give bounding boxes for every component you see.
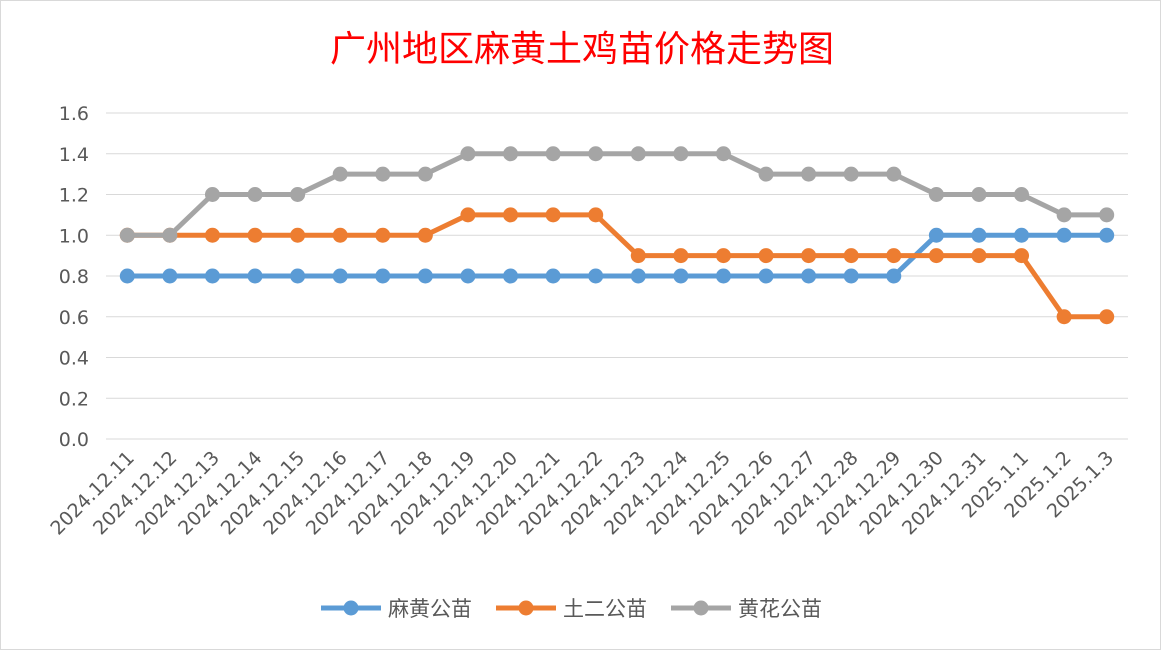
chart-title: 广州地区麻黄土鸡苗价格走势图 [330, 29, 834, 70]
data-point [588, 146, 604, 162]
data-point [758, 268, 774, 284]
series-3 [119, 146, 1115, 243]
y-tick-label: 1.6 [59, 103, 89, 125]
data-point [503, 207, 519, 223]
data-point [1014, 227, 1030, 243]
data-point [204, 187, 220, 202]
legend-label: 麻黄公苗 [388, 597, 472, 621]
data-point [247, 187, 263, 202]
y-tick-label: 0.0 [59, 429, 89, 451]
data-point [290, 268, 306, 284]
data-point [290, 227, 306, 243]
data-point [290, 187, 306, 202]
y-tick-label: 0.2 [59, 388, 89, 410]
legend-label: 黄花公苗 [738, 597, 822, 621]
x-axis-ticks: 2024.12.112024.12.122024.12.132024.12.14… [46, 447, 1118, 539]
data-point [1056, 207, 1072, 223]
data-point [545, 146, 561, 162]
legend-item: 黄花公苗 [671, 597, 822, 621]
data-point [630, 146, 646, 162]
data-point [545, 207, 561, 223]
data-point [332, 227, 348, 243]
series-line [124, 212, 1110, 320]
data-point [375, 268, 391, 284]
data-point [545, 268, 561, 284]
data-point [715, 268, 731, 284]
data-point [247, 227, 263, 243]
y-tick-label: 0.4 [59, 348, 89, 370]
data-point [1014, 248, 1030, 264]
y-tick-label: 0.8 [59, 266, 89, 288]
y-tick-label: 1.2 [59, 185, 89, 207]
data-point [417, 268, 433, 284]
data-point [247, 268, 263, 284]
data-point [375, 227, 391, 243]
data-point [971, 248, 987, 264]
data-point [588, 207, 604, 223]
y-tick-label: 0.6 [59, 307, 89, 329]
data-point [715, 146, 731, 162]
data-point [630, 248, 646, 264]
data-point [928, 227, 944, 243]
data-point [204, 268, 220, 284]
data-point [417, 227, 433, 243]
data-point [843, 268, 859, 284]
data-point [332, 166, 348, 182]
series-2 [119, 207, 1115, 325]
series-1 [119, 227, 1115, 284]
data-point [715, 248, 731, 264]
data-point [119, 227, 135, 243]
data-point [588, 268, 604, 284]
legend-label: 土二公苗 [563, 597, 647, 621]
data-point [801, 248, 817, 264]
data-point [503, 146, 519, 162]
data-point [673, 146, 689, 162]
data-point [928, 248, 944, 264]
data-point [162, 268, 178, 284]
data-point [928, 187, 944, 202]
data-point [971, 227, 987, 243]
y-tick-label: 1.4 [59, 144, 89, 166]
data-point [1099, 309, 1115, 325]
y-tick-label: 1.0 [59, 225, 89, 247]
data-point [1056, 309, 1072, 325]
legend-marker [343, 600, 359, 616]
data-point [119, 268, 135, 284]
data-point [801, 268, 817, 284]
data-point [460, 268, 476, 284]
data-point [673, 268, 689, 284]
data-point [162, 227, 178, 243]
data-point [375, 166, 391, 182]
data-point [886, 248, 902, 264]
data-point [204, 227, 220, 243]
data-point [1014, 187, 1030, 202]
data-point [673, 248, 689, 264]
data-point [503, 268, 519, 284]
data-point [332, 268, 348, 284]
data-point [460, 207, 476, 223]
data-point [460, 146, 476, 162]
data-point [758, 166, 774, 182]
legend-marker [518, 600, 534, 616]
data-point [1099, 227, 1115, 243]
y-axis-ticks: 0.0 0.2 0.4 0.6 0.8 1.0 1.2 1.4 1.6 [59, 103, 89, 451]
legend-item: 麻黄公苗 [321, 597, 472, 621]
data-point [843, 248, 859, 264]
data-point [1099, 207, 1115, 223]
data-point [843, 166, 859, 182]
data-point [886, 166, 902, 182]
legend: 麻黄公苗 土二公苗 黄花公苗 [321, 597, 822, 621]
data-point [1056, 227, 1072, 243]
data-point [630, 268, 646, 284]
legend-marker [693, 600, 709, 616]
legend-item: 土二公苗 [496, 597, 647, 621]
series-layer [119, 146, 1115, 325]
data-point [886, 268, 902, 284]
data-point [971, 187, 987, 202]
data-point [801, 166, 817, 182]
data-point [758, 248, 774, 264]
data-point [417, 166, 433, 182]
